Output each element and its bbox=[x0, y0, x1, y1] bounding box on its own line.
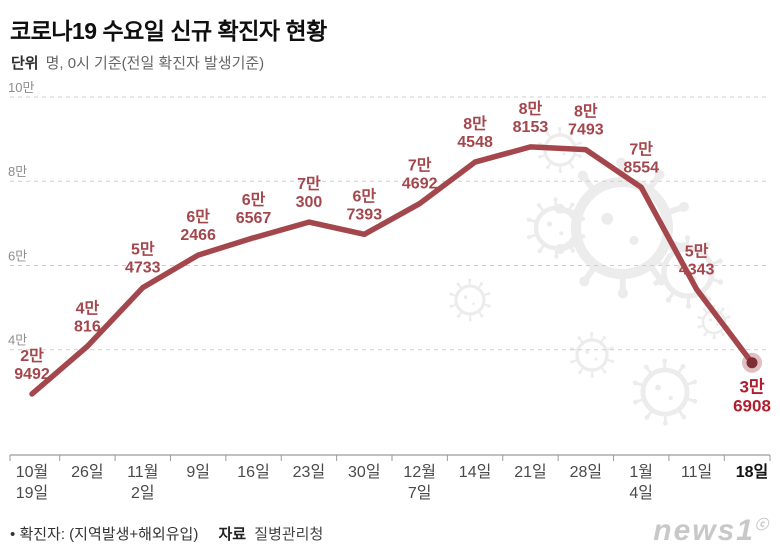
data-point-label: 6만 7393 bbox=[347, 187, 383, 223]
data-point-label: 2만 9492 bbox=[14, 347, 50, 383]
source-name: 질병관리청 bbox=[254, 526, 324, 543]
virus-icon bbox=[554, 157, 690, 299]
note-text: 확진자: (지역발생+해외유입) bbox=[19, 526, 199, 543]
data-point-label: 8만 4548 bbox=[457, 115, 493, 151]
virus-icon bbox=[632, 358, 698, 426]
data-point-label: 7만 300 bbox=[296, 175, 323, 211]
x-axis-label: 26일 bbox=[71, 463, 104, 481]
x-axis-label: 30일 bbox=[348, 463, 381, 481]
data-point-label: 7만 4692 bbox=[402, 157, 438, 193]
x-axis-label: 9일 bbox=[186, 463, 210, 481]
virus-icon bbox=[449, 278, 491, 322]
x-axis-label: 21일 bbox=[514, 463, 547, 481]
data-point-label: 8만 8153 bbox=[513, 100, 549, 136]
data-point-label: 4만 816 bbox=[74, 299, 101, 335]
copyright-icon: ⓒ bbox=[754, 517, 768, 532]
chart-subtitle: 단위 명, 0시 기준(전일 확진자 발생기준) bbox=[11, 52, 264, 73]
y-axis-label: 6만 bbox=[8, 248, 27, 263]
x-axis-label: 11월 2일 bbox=[127, 463, 158, 502]
x-axis-label: 23일 bbox=[293, 463, 326, 481]
x-axis-label: 14일 bbox=[459, 463, 492, 481]
source-label: 자료 bbox=[218, 526, 247, 543]
data-point-label: 6만 6567 bbox=[236, 191, 272, 227]
x-axis-label: 16일 bbox=[237, 463, 270, 481]
data-point-label: 3만 6908 bbox=[733, 378, 771, 416]
x-axis-label: 18일 bbox=[736, 463, 769, 481]
virus-icon bbox=[570, 332, 614, 378]
chart-title: 코로나19 수요일 신규 확진자 현황 bbox=[10, 18, 327, 44]
x-axis-label: 1월 4일 bbox=[629, 463, 653, 502]
unit-text: 명, 0시 기준(전일 확진자 발생기준) bbox=[45, 55, 265, 72]
news1-logo: news1ⓒ bbox=[653, 514, 768, 548]
data-point-label: 5만 4733 bbox=[125, 241, 161, 277]
data-point-label: 5만 4343 bbox=[679, 242, 715, 278]
y-axis-label: 10만 bbox=[8, 80, 34, 95]
y-axis-label: 4만 bbox=[8, 333, 27, 348]
data-point-label: 6만 2466 bbox=[180, 208, 216, 244]
data-point-label: 7만 8554 bbox=[623, 140, 659, 176]
virus-icon bbox=[538, 127, 582, 173]
y-axis-label: 8만 bbox=[8, 164, 27, 179]
x-axis-label: 12월 7일 bbox=[403, 463, 436, 502]
news1-logo-text: news1 bbox=[653, 514, 755, 547]
unit-label: 단위 bbox=[11, 55, 39, 72]
data-point-label: 8만 7493 bbox=[568, 103, 604, 139]
trend-line bbox=[29, 144, 755, 397]
last-point-marker bbox=[746, 357, 758, 369]
x-axis-label: 28일 bbox=[570, 463, 603, 481]
footnote: • 확진자: (지역발생+해외유입) 자료 질병관리청 bbox=[10, 523, 323, 544]
x-axis-label: 10월 19일 bbox=[16, 463, 49, 502]
x-axis-label: 11일 bbox=[681, 463, 712, 481]
note-bullet: • bbox=[10, 526, 16, 543]
